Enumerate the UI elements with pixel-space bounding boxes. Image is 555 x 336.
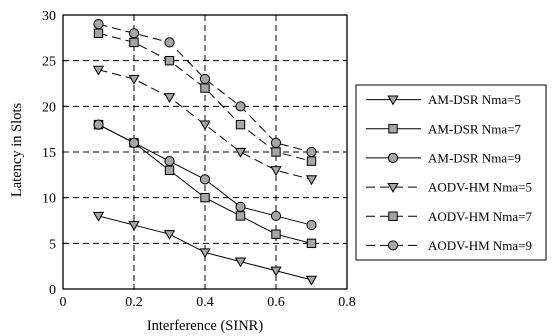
data-point-series-1 [234, 257, 247, 268]
data-point-series-6 [164, 37, 175, 48]
x-tick-label: 0.8 [338, 295, 356, 310]
data-point-series-4 [92, 65, 105, 76]
data-point-series-3 [199, 174, 211, 185]
legend-marker-4 [387, 182, 399, 193]
data-point-series-5 [200, 83, 210, 93]
data-point-series-4 [128, 74, 140, 85]
legend-label-2: AM-DSR Nma=7 [428, 121, 521, 136]
data-point-series-6 [199, 73, 211, 85]
y-tick-label: 0 [49, 283, 56, 298]
data-point-series-3 [93, 119, 104, 130]
legend-label-5: AODV-HM Nma=7 [428, 209, 532, 224]
legend-marker-3 [387, 152, 399, 164]
data-point-series-1 [270, 266, 282, 277]
x-tick-label: 0.6 [267, 295, 285, 310]
legend-label-1: AM-DSR Nma=5 [428, 92, 521, 107]
y-tick-labels: 0 5 10 15 20 25 30 [42, 9, 56, 298]
data-point-series-1 [199, 248, 211, 259]
y-tick-label: 20 [42, 100, 56, 115]
data-point-series-6 [235, 101, 246, 112]
data-point-series-6 [93, 19, 104, 30]
data-point-series-2 [200, 192, 210, 203]
x-tick-labels: 0 0.2 0.4 0.6 0.8 [60, 295, 356, 310]
data-point-series-2 [235, 211, 246, 221]
legend-marker-1 [387, 95, 399, 106]
data-point-series-2 [164, 165, 175, 175]
data-point-series-4 [305, 175, 318, 186]
y-tick-label: 30 [42, 9, 56, 24]
data-point-series-1 [305, 275, 318, 286]
legend: AM-DSR Nma=5 AM-DSR Nma=7 AM-DSR Nma=9 AODV… [355, 84, 547, 261]
legend-box [355, 84, 547, 261]
legend-label-3: AM-DSR Nma=9 [428, 150, 521, 165]
y-tick-label: 25 [42, 55, 56, 70]
data-point-series-3 [128, 137, 140, 148]
data-point-series-6 [306, 146, 317, 158]
data-point-series-4 [234, 147, 247, 158]
data-point-series-4 [199, 120, 211, 131]
x-tick-label: 0 [60, 295, 67, 310]
data-point-series-6 [270, 137, 282, 148]
x-axis-title: Interference (SINR) [147, 318, 264, 334]
legend-label-6: AODV-HM Nma=9 [428, 238, 532, 253]
data-point-series-5 [235, 119, 246, 130]
y-tick-label: 5 [49, 237, 56, 252]
data-point-series-5 [129, 37, 139, 48]
data-point-series-3 [306, 219, 317, 231]
legend-label-4: AODV-HM Nma=5 [428, 180, 532, 195]
data-point-series-5 [93, 28, 104, 38]
data-point-series-6 [128, 28, 140, 39]
data-point-series-1 [128, 220, 140, 231]
data-point-series-3 [164, 156, 175, 167]
data-point-series-2 [271, 229, 281, 239]
data-point-series-5 [271, 147, 281, 157]
y-tick-label: 10 [42, 192, 56, 207]
x-tick-label: 0.4 [196, 295, 214, 310]
x-tick-label: 0.2 [125, 295, 143, 310]
data-point-series-4 [163, 93, 176, 104]
legend-marker-6 [387, 240, 399, 251]
legend-marker-2 [388, 124, 398, 134]
plot-area [62, 14, 348, 290]
y-tick-label: 15 [42, 146, 56, 161]
data-point-series-2 [306, 238, 317, 249]
data-point-series-3 [235, 201, 246, 212]
data-point-series-3 [270, 210, 282, 222]
data-point-series-1 [163, 230, 176, 241]
legend-marker-5 [388, 211, 398, 221]
data-point-series-5 [306, 156, 317, 166]
y-axis-title: Latency in Slots [9, 103, 25, 198]
data-point-series-5 [164, 55, 175, 66]
data-point-series-4 [270, 166, 282, 177]
data-point-series-1 [92, 211, 105, 222]
